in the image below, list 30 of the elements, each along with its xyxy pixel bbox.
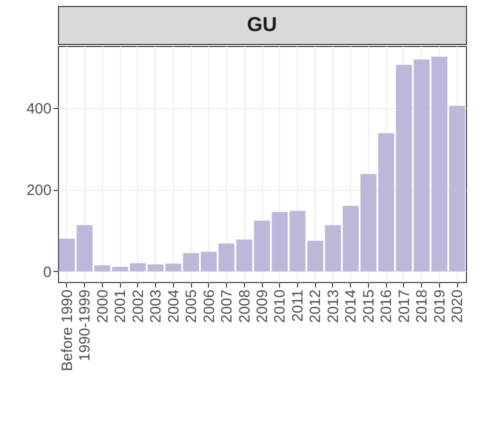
bar xyxy=(272,212,288,272)
x-tick-label: 2007 xyxy=(218,290,236,323)
x-tick-label: 2006 xyxy=(200,290,218,323)
y-tick-label: 200 xyxy=(26,182,52,200)
x-tick-label: 2009 xyxy=(254,290,271,323)
x-tick-label: 2003 xyxy=(148,290,165,323)
bar xyxy=(236,239,252,272)
x-tick-label: 2016 xyxy=(378,290,396,323)
x-tick-label: 2004 xyxy=(165,290,182,323)
x-tick-label: 2018 xyxy=(414,290,431,323)
y-tick-label: 400 xyxy=(26,100,52,118)
x-tick-label: 2011 xyxy=(289,290,306,322)
x-tick-label: 2013 xyxy=(324,290,342,323)
y-tick-label: 0 xyxy=(43,264,52,281)
x-tick-label: 2002 xyxy=(130,290,147,323)
x-tick-label: 2014 xyxy=(342,290,360,323)
x-tick-label: 2012 xyxy=(307,290,324,323)
x-tick-label: 2008 xyxy=(236,290,254,323)
x-tick-label: 2005 xyxy=(183,290,200,323)
x-tick-label: 2019 xyxy=(431,290,448,323)
x-tick-label: 2001 xyxy=(112,290,130,323)
x-tick-label: 2020 xyxy=(449,290,466,323)
x-tick-label: 2017 xyxy=(396,290,413,323)
x-tick-label: 2015 xyxy=(360,290,378,323)
bar xyxy=(254,220,270,272)
chart-title: GU xyxy=(247,14,277,36)
x-tick-label: Before 1990 xyxy=(58,290,76,372)
x-tick-label: 2010 xyxy=(272,290,289,323)
x-tick-label: 2000 xyxy=(94,290,112,323)
x-tick-label: 1990-1999 xyxy=(76,290,94,362)
